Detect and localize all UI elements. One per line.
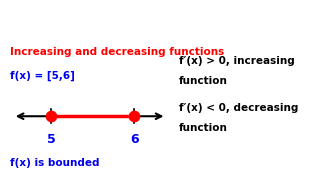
- Text: 6: 6: [130, 133, 139, 146]
- Text: f(x) is bounded: f(x) is bounded: [10, 158, 99, 168]
- Text: function: function: [179, 76, 228, 86]
- Point: [49, 115, 54, 118]
- Point: [132, 115, 137, 118]
- Text: Increasing and decreasing functions: Increasing and decreasing functions: [10, 48, 224, 57]
- Text: f′(x) > 0, increasing: f′(x) > 0, increasing: [179, 56, 295, 66]
- Text: Bounded & Monotonic Functions: Bounded & Monotonic Functions: [21, 10, 299, 25]
- Text: 5: 5: [47, 133, 56, 146]
- Text: f(x) = [5,6]: f(x) = [5,6]: [10, 71, 75, 81]
- Text: f′(x) < 0, decreasing: f′(x) < 0, decreasing: [179, 103, 299, 112]
- Text: function: function: [179, 123, 228, 133]
